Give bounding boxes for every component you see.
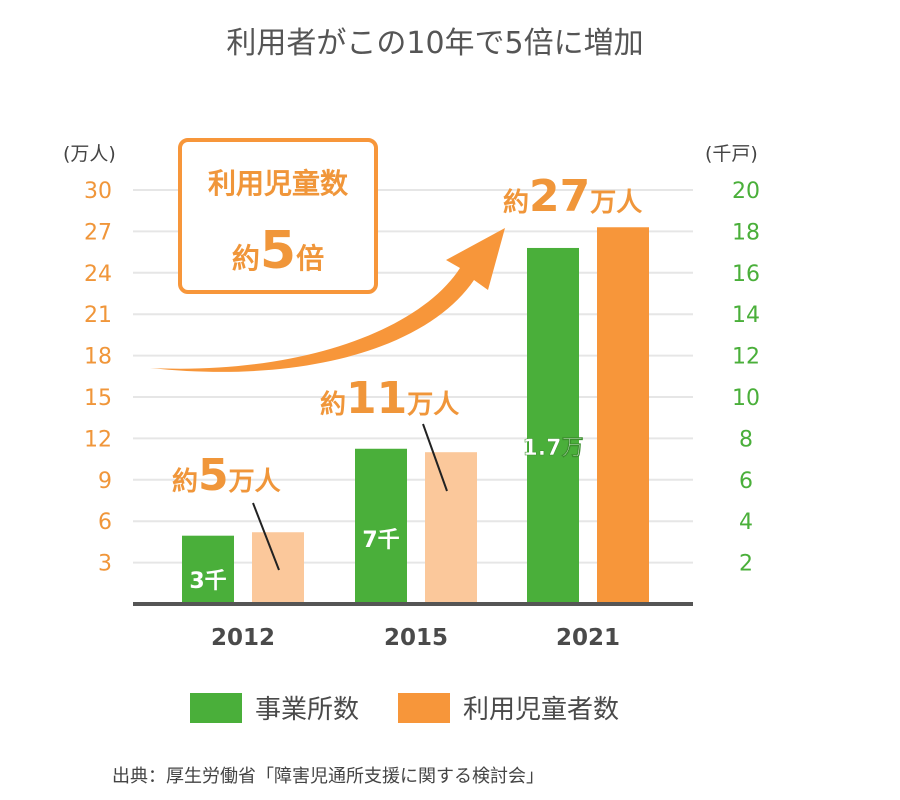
right-tick-label: 18 (732, 220, 760, 245)
left-tick-label: 18 (84, 345, 112, 370)
right-tick-label: 6 (739, 469, 753, 494)
x-tick-label: 2015 (384, 625, 448, 651)
right-tick-label: 4 (739, 510, 753, 535)
left-tick-label: 24 (84, 262, 112, 287)
bars: 3千 7千 1.7万 (182, 227, 649, 604)
right-tick-label: 10 (732, 386, 760, 411)
left-tick-label: 6 (98, 510, 112, 535)
bar-label-facility-2021: 1.7万 (523, 436, 584, 461)
left-tick-label: 12 (84, 427, 112, 452)
bar-label-facility-2012: 3千 (189, 569, 226, 594)
legend-label-children: 利用児童者数 (463, 695, 619, 725)
left-tick-label: 3 (98, 552, 112, 577)
legend-label-facility: 事業所数 (255, 695, 359, 725)
callout-2012: 約5万人 (172, 450, 281, 501)
callout-2021-suffix: 万人 (590, 188, 642, 218)
callout-2015: 約11万人 (320, 373, 459, 424)
highlight-box (178, 138, 378, 294)
highlight-line1: 利用児童数 (208, 167, 349, 200)
callout-2012-number: 5 (198, 450, 229, 501)
left-tick-label: 30 (84, 179, 112, 204)
left-axis-ticks: 3 6 9 12 15 18 21 24 27 30 (84, 179, 112, 577)
left-axis-unit: (万人) (63, 143, 116, 165)
callout-2012-leader (252, 502, 280, 571)
right-tick-label: 14 (732, 303, 760, 328)
left-tick-label: 27 (84, 220, 112, 245)
right-tick-label: 12 (732, 345, 760, 370)
callout-2015-number: 11 (346, 373, 407, 424)
source-note: 出典：厚生労働省「障害児通所支援に関する検討会」 (112, 766, 544, 787)
legend-swatch-children (398, 693, 450, 723)
bar-facility-2015 (355, 448, 407, 604)
x-axis-ticks: 2012 2015 2021 (211, 625, 620, 651)
right-axis-ticks: 2 4 6 8 10 12 14 16 18 20 (732, 179, 760, 577)
left-tick-label: 9 (98, 469, 112, 494)
right-tick-label: 16 (732, 262, 760, 287)
callout-2015-leader (422, 423, 448, 492)
callout-2015-prefix: 約 (320, 389, 346, 420)
bar-children-2015 (425, 452, 477, 604)
highlight-prefix: 約 (232, 242, 260, 275)
left-tick-label: 21 (84, 303, 112, 328)
highlight-line2: 約5倍 (232, 221, 324, 281)
right-tick-label: 20 (732, 179, 760, 204)
gridlines (133, 189, 693, 564)
x-tick-label: 2012 (211, 625, 275, 651)
callout-2021-prefix: 約 (503, 187, 529, 218)
right-tick-label: 8 (739, 427, 753, 452)
left-tick-label: 15 (84, 386, 112, 411)
callout-2015-suffix: 万人 (407, 390, 459, 420)
bar-facility-2012 (182, 535, 234, 604)
chart-title: 利用者がこの10年で5倍に増加 (226, 26, 643, 61)
x-tick-label: 2021 (556, 625, 620, 651)
legend-swatch-facility (190, 693, 242, 723)
callout-2021: 約27万人 (503, 171, 642, 222)
highlight-number: 5 (260, 221, 296, 281)
bar-label-facility-2015: 7千 (362, 528, 399, 553)
callout-2012-suffix: 万人 (229, 467, 281, 497)
callout-2021-number: 27 (529, 171, 590, 222)
bar-facility-2021 (527, 247, 579, 604)
growth-arrow (150, 228, 505, 372)
right-axis-unit: (千戸) (705, 143, 758, 165)
bar-children-2021 (597, 227, 649, 604)
highlight-suffix: 倍 (296, 242, 324, 275)
right-tick-label: 2 (739, 552, 753, 577)
callout-2012-prefix: 約 (172, 466, 198, 497)
